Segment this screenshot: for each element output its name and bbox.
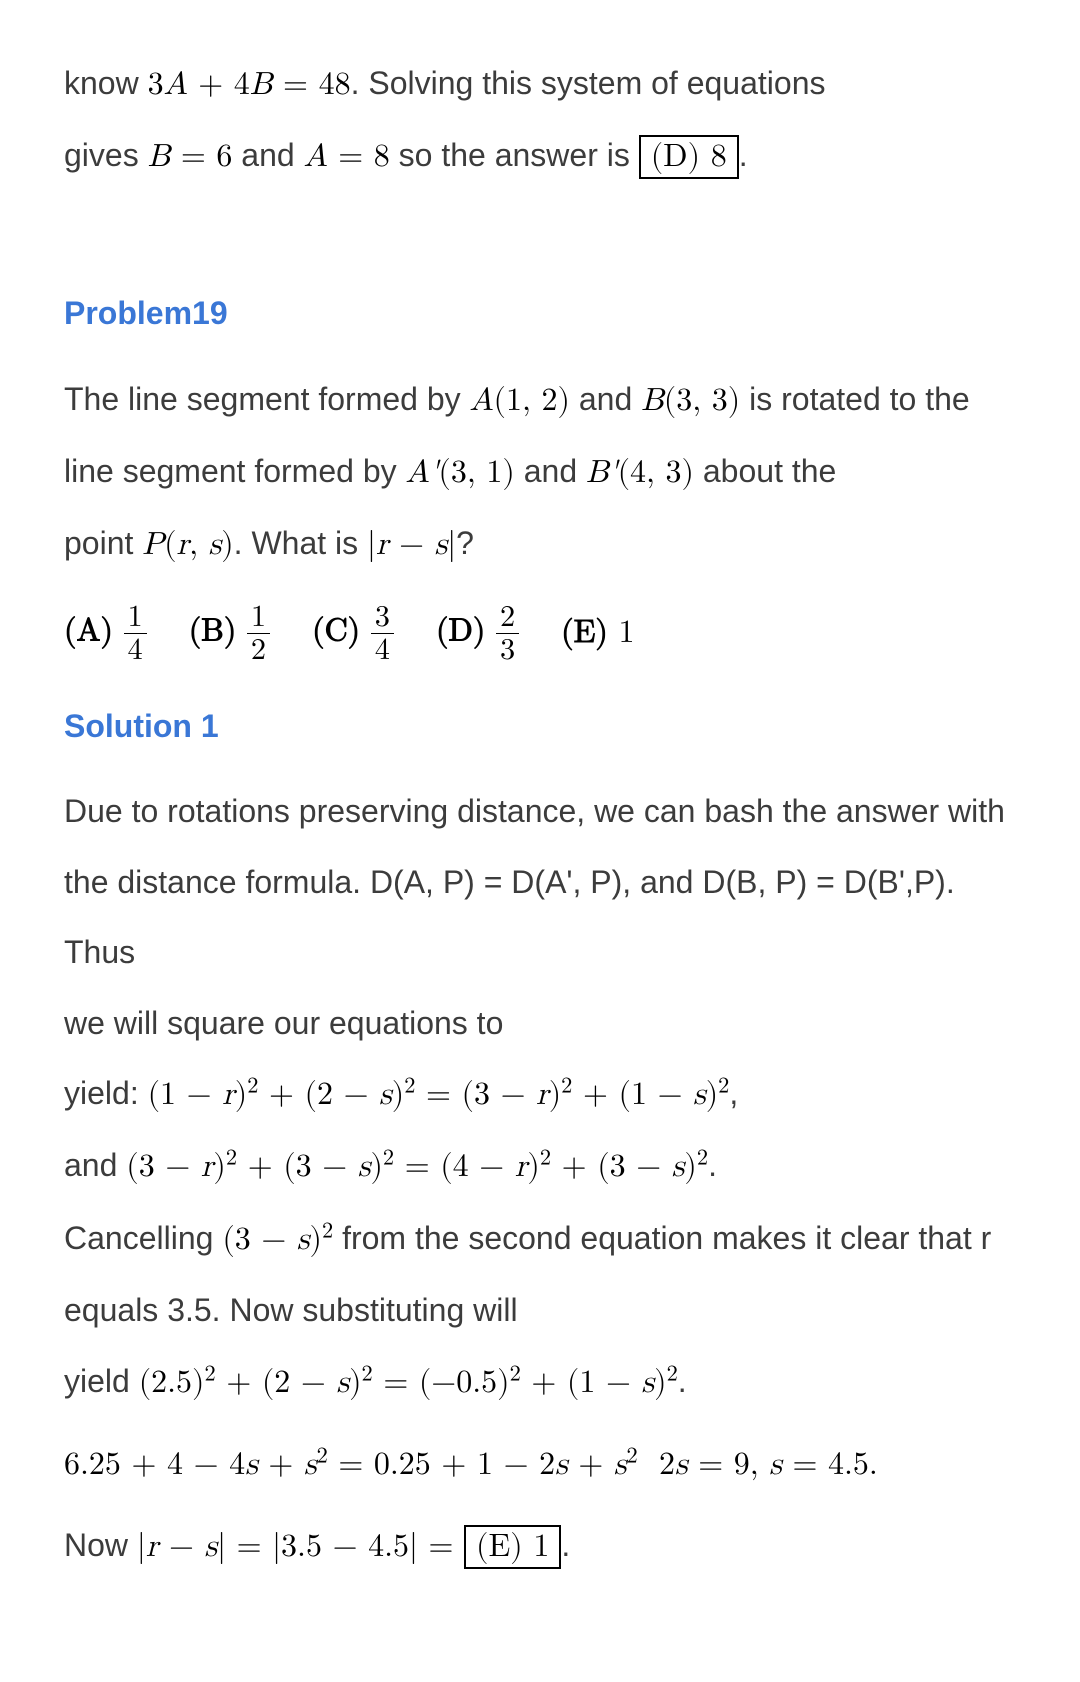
text: The line segment formed by bbox=[64, 381, 470, 417]
text: , bbox=[729, 1075, 738, 1111]
math-expr: (2.5)2 + (2 − s)2 = (−0.5)2 + (1 − s)2 bbox=[139, 1367, 678, 1399]
solution-heading: Solution 1 bbox=[64, 696, 1016, 757]
choice-c: (C) 34 bbox=[312, 601, 394, 666]
math-expr: B = 6 bbox=[148, 141, 233, 173]
math-expr: 6.25 + 4 − 4s + s2 = 0.25 + 1 − 2s + s2 … bbox=[64, 1449, 878, 1481]
math-expr: P(r, s) bbox=[142, 529, 233, 561]
solution-final: Now |r − s| = |3.5 − 4.5| = (E) 1. bbox=[64, 1510, 1016, 1582]
problem-line-2: line segment formed by A'(3, 1) and B'(4… bbox=[64, 436, 1016, 508]
solution-line: equals 3.5. Now substituting will bbox=[64, 1275, 1016, 1345]
text: . bbox=[739, 137, 748, 173]
text: . Solving this system of equations bbox=[351, 65, 826, 101]
solution-line: the distance formula. D(A, P) = D(A', P)… bbox=[64, 847, 1016, 988]
answer-box: (D) 8 bbox=[639, 135, 739, 179]
answer-choices: (A) 14 (B) 12 (C) 34 (D) 23 (E) 1 bbox=[64, 601, 1016, 666]
answer-box: (E) 1 bbox=[464, 1525, 561, 1569]
math-expr: |r − s| bbox=[367, 529, 456, 561]
text: . bbox=[561, 1527, 570, 1563]
text: point bbox=[64, 525, 142, 561]
math-expr: A = 8 bbox=[304, 141, 390, 173]
text: and bbox=[570, 381, 641, 417]
text: yield: bbox=[64, 1075, 148, 1111]
problem-line-1: The line segment formed by A(1, 2) and B… bbox=[64, 364, 1016, 436]
solution-eq-c: yield (2.5)2 + (2 − s)2 = (−0.5)2 + (1 −… bbox=[64, 1346, 1016, 1418]
solution-line: Due to rotations preserving distance, we… bbox=[64, 776, 1016, 846]
math-expr: 3A + 4B = 48 bbox=[148, 69, 351, 101]
text: . bbox=[708, 1147, 717, 1183]
text: and bbox=[515, 453, 586, 489]
math-expr: B(3, 3) bbox=[641, 385, 740, 417]
problem-line-3: point P(r, s). What is |r − s|? bbox=[64, 508, 1016, 580]
solution-line: we will square our equations to bbox=[64, 988, 1016, 1058]
text: know bbox=[64, 65, 148, 101]
text: is rotated to the bbox=[740, 381, 969, 417]
text: so the answer is bbox=[390, 137, 639, 173]
text: line segment formed by bbox=[64, 453, 406, 489]
math-expr: (3 − r)2 + (3 − s)2 = (4 − r)2 + (3 − s)… bbox=[126, 1151, 708, 1183]
solution-eq-b: and (3 − r)2 + (3 − s)2 = (4 − r)2 + (3 … bbox=[64, 1130, 1016, 1202]
choice-b: (B) 12 bbox=[189, 601, 270, 666]
choice-a: (A) 14 bbox=[64, 601, 147, 666]
math-expr: |r − s| = |3.5 − 4.5| = bbox=[137, 1531, 464, 1563]
math-expr: B'(4, 3) bbox=[586, 457, 694, 489]
text: Cancelling bbox=[64, 1220, 222, 1256]
math-expr: (1 − r)2 + (2 − s)2 = (3 − r)2 + (1 − s)… bbox=[148, 1079, 730, 1111]
text: and bbox=[232, 137, 303, 173]
intro-line-2: gives B = 6 and A = 8 so the answer is (… bbox=[64, 120, 1016, 192]
solution-eq-d: 6.25 + 4 − 4s + s2 = 0.25 + 1 − 2s + s2 … bbox=[64, 1428, 1016, 1500]
text: . bbox=[678, 1363, 687, 1399]
math-expr: A'(3, 1) bbox=[406, 457, 515, 489]
text: ? bbox=[456, 525, 474, 561]
intro-line-1: know 3A + 4B = 48. Solving this system o… bbox=[64, 48, 1016, 120]
math-expr: A(1, 2) bbox=[470, 385, 570, 417]
problem-heading: Problem19 bbox=[64, 283, 1016, 344]
math-expr: (3 − s)2 bbox=[222, 1224, 333, 1256]
text: gives bbox=[64, 137, 148, 173]
solution-line-4: Cancelling (3 − s)2 from the second equa… bbox=[64, 1203, 1016, 1275]
text: from the second equation makes it clear … bbox=[333, 1220, 991, 1256]
text: Now bbox=[64, 1527, 137, 1563]
text: . What is bbox=[234, 525, 367, 561]
text: yield bbox=[64, 1363, 139, 1399]
text: and bbox=[64, 1147, 126, 1183]
solution-eq-a: yield: (1 − r)2 + (2 − s)2 = (3 − r)2 + … bbox=[64, 1058, 1016, 1130]
choice-e: (E) 1 bbox=[561, 603, 634, 664]
text: about the bbox=[694, 453, 836, 489]
choice-d: (D) 23 bbox=[436, 601, 519, 666]
